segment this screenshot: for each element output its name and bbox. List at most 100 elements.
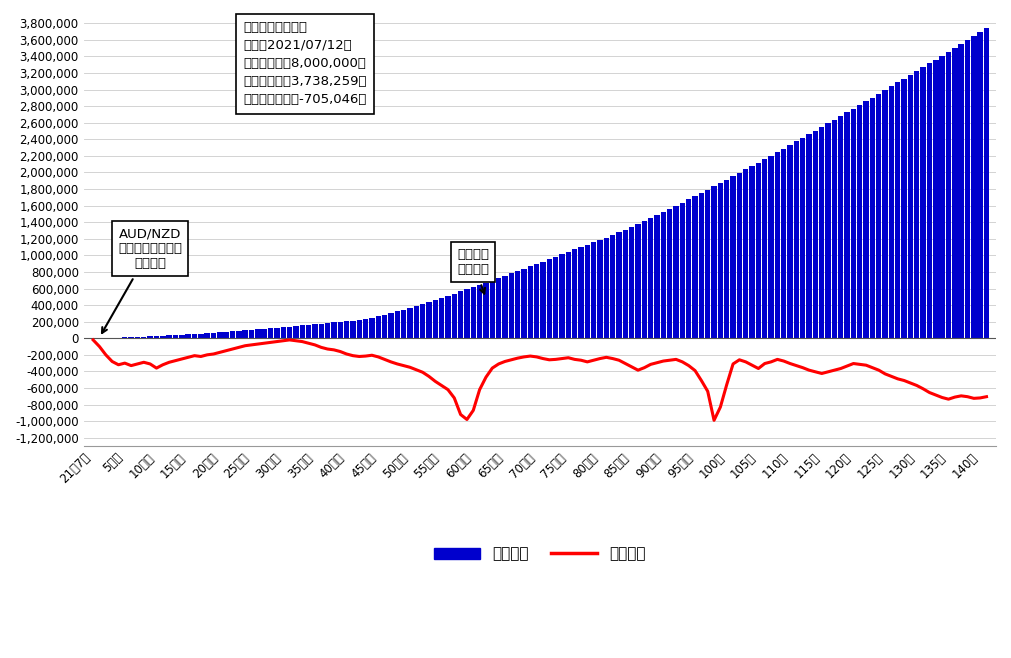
Bar [332,322,337,338]
Bar [883,90,888,338]
Bar [142,337,147,338]
Bar [299,326,305,338]
Bar [312,324,317,338]
Bar [223,332,228,338]
Text: トラリピ運用実績
期間：2021/07/12～
投入資金：　8,000,000円
確定利益：　3,738,259円
評価損益：　　-705,046円: トラリピ運用実績 期間：2021/07/12～ 投入資金： 8,000,000円… [244,22,367,107]
Bar [705,190,711,338]
Bar [464,290,470,338]
Bar [850,109,856,338]
Bar [895,82,901,338]
Bar [933,59,938,338]
Bar [445,295,451,338]
Bar [420,304,426,338]
Bar [540,261,546,338]
Bar [553,257,558,338]
Bar [502,276,508,338]
Bar [452,293,457,338]
Bar [211,333,216,338]
Bar [877,94,882,338]
Bar [686,199,692,338]
Bar [794,141,799,338]
Text: AUD/NZD
ダイヤモンド戦略
スタート: AUD/NZD ダイヤモンド戦略 スタート [102,227,182,333]
Bar [547,259,552,338]
Bar [338,322,343,338]
Bar [755,163,761,338]
Bar [737,173,742,338]
Bar [262,329,267,338]
Bar [293,326,298,338]
Bar [306,325,311,338]
Bar [237,331,242,338]
Bar [984,28,989,338]
Bar [838,116,843,338]
Bar [914,71,919,338]
Bar [920,67,926,338]
Bar [978,32,983,338]
Bar [782,149,787,338]
Bar [357,320,362,338]
Bar [629,227,634,338]
Bar [863,101,868,338]
Bar [578,247,583,338]
Bar [730,176,736,338]
Bar [591,243,596,338]
Bar [369,318,375,338]
Bar [673,206,678,338]
Bar [679,203,685,338]
Bar [489,280,495,338]
Bar [522,268,527,338]
Bar [889,86,894,338]
Bar [693,196,698,338]
Bar [768,155,773,338]
Bar [192,334,197,338]
Bar [375,316,381,338]
Bar [927,63,932,338]
Bar [154,336,159,338]
Bar [407,308,412,338]
Bar [198,334,203,338]
Bar [179,335,185,338]
Bar [243,330,248,338]
Bar [667,209,672,338]
Bar [363,319,368,338]
Bar [972,36,977,338]
Bar [908,75,913,338]
Bar [964,40,971,338]
Bar [654,215,660,338]
Bar [344,321,349,338]
Bar [249,330,254,338]
Bar [388,313,393,338]
Bar [832,120,837,338]
Bar [660,212,666,338]
Bar [813,131,818,338]
Bar [148,336,153,338]
Bar [483,283,488,338]
Bar [952,48,957,338]
Bar [565,252,571,338]
Bar [217,332,222,338]
Bar [572,249,577,338]
Bar [788,145,793,338]
Bar [204,333,210,338]
Bar [844,113,850,338]
Bar [496,278,501,338]
Bar [382,315,387,338]
Bar [869,97,876,338]
Bar [718,183,723,338]
Bar [470,287,476,338]
Bar [584,245,590,338]
Bar [274,328,280,338]
Bar [173,335,178,338]
Bar [945,52,951,338]
Bar [857,105,862,338]
Bar [528,266,533,338]
Bar [433,300,438,338]
Bar [699,193,704,338]
Bar [642,221,647,338]
Bar [401,309,406,338]
Bar [648,218,653,338]
Bar [160,336,166,338]
Bar [477,285,482,338]
Bar [515,271,521,338]
Bar [185,334,191,338]
